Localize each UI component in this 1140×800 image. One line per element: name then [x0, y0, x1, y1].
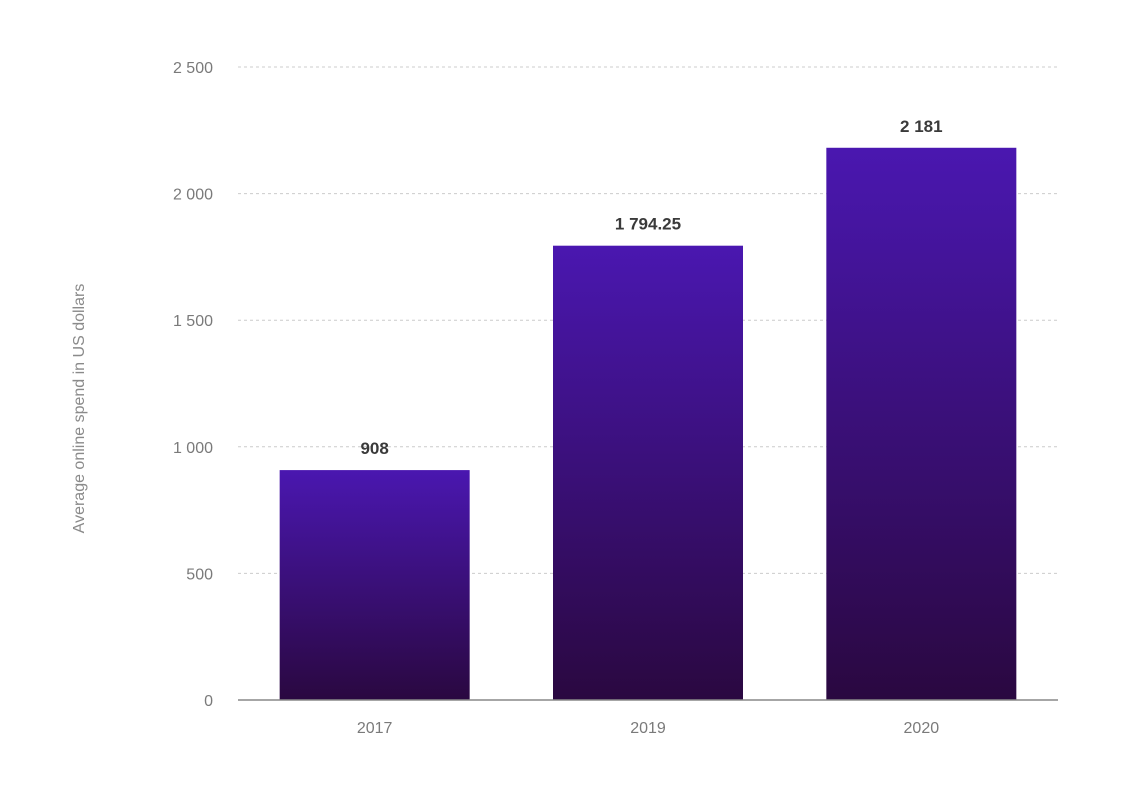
y-axis-title: Average online spend in US dollars: [71, 284, 88, 534]
bar-2019: [553, 245, 743, 700]
data-label-2020: 2 181: [900, 117, 943, 136]
x-axis-ticks: 2017 2019 2020: [357, 720, 939, 737]
y-tick-label: 0: [204, 693, 213, 710]
bar-2020: [826, 147, 1017, 700]
bars: [279, 147, 1017, 700]
x-tick-label: 2017: [357, 720, 393, 737]
y-tick-label: 2 000: [173, 187, 213, 204]
y-tick-label: 500: [186, 566, 213, 583]
data-label-2019: 1 794.25: [615, 215, 681, 234]
x-tick-label: 2019: [630, 720, 666, 737]
x-tick-label: 2020: [904, 720, 940, 737]
data-labels: 908 1 794.25 2 181: [360, 117, 942, 458]
data-label-2017: 908: [360, 439, 388, 458]
y-tick-label: 2 500: [173, 60, 213, 77]
y-tick-label: 1 500: [173, 313, 213, 330]
bar-2017: [279, 470, 470, 700]
y-tick-label: 1 000: [173, 440, 213, 457]
y-axis-ticks: 0 500 1 000 1 500 2 000 2 500: [173, 60, 213, 710]
